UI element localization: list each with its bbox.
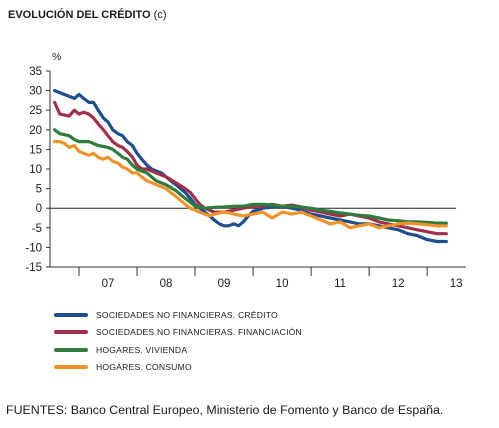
x-tick-label: 10	[276, 278, 289, 290]
legend-label: SOCIEDADES NO FINANCIERAS. FINANCIACIÓN	[96, 327, 302, 338]
legend-label: HOGARES. VIVIENDA	[96, 344, 188, 355]
y-tick-label: 10	[29, 164, 42, 176]
x-tick-label: 12	[392, 278, 405, 290]
line-chart: % 35 30 25 20 15 10 5 0 -5 -10 -15 07 08 09 10 11 12 13	[25, 51, 466, 290]
x-tick-label: 13	[450, 278, 463, 290]
y-tick-label: 30	[29, 86, 42, 98]
legend-item: HOGARES. CONSUMO	[54, 359, 302, 377]
series-line-4	[53, 140, 448, 230]
x-tick-label: 11	[334, 278, 346, 290]
lines-layer	[53, 89, 448, 244]
y-tick-label: -15	[25, 262, 42, 274]
series-line-3	[53, 128, 448, 225]
x-tick-label: 07	[102, 278, 115, 290]
y-tick-label: 35	[29, 66, 42, 78]
legend-label: SOCIEDADES NO FINANCIERAS. CRÉDITO	[96, 309, 278, 320]
y-tick-label: -5	[32, 223, 42, 235]
legend-swatch	[54, 330, 88, 335]
legend-label: HOGARES. CONSUMO	[96, 362, 192, 373]
legend-item: SOCIEDADES NO FINANCIERAS. CRÉDITO	[54, 306, 302, 324]
legend-swatch	[54, 347, 88, 352]
y-tick-label: 5	[36, 184, 42, 196]
legend-item: HOGARES. VIVIENDA	[54, 341, 302, 359]
y-tick-label: 20	[29, 125, 42, 137]
legend-swatch	[54, 365, 88, 370]
y-tick-label: 25	[29, 105, 42, 117]
chart-legend: SOCIEDADES NO FINANCIERAS. CRÉDITO SOCIED…	[54, 306, 302, 376]
y-axis-unit-label: %	[52, 51, 61, 63]
axes-layer: % 35 30 25 20 15 10 5 0 -5 -10 -15 07 08 09 10 11 12 13	[25, 51, 466, 290]
y-tick-label: 0	[36, 203, 42, 215]
legend-item: SOCIEDADES NO FINANCIERAS. FINANCIACIÓN	[54, 324, 302, 342]
y-tick-label: 15	[29, 144, 42, 156]
source-note: FUENTES: Banco Central Europeo, Minister…	[6, 403, 444, 417]
chart-title: EVOLUCIÓN DEL CRÉDITO (c)	[8, 9, 167, 21]
legend-swatch	[54, 312, 88, 317]
chart-title-main: EVOLUCIÓN DEL CRÉDITO	[8, 9, 151, 21]
x-tick-label: 08	[160, 278, 173, 290]
x-tick-label: 09	[218, 278, 231, 290]
chart-title-note: (c)	[153, 9, 167, 21]
y-tick-label: -10	[25, 242, 42, 254]
